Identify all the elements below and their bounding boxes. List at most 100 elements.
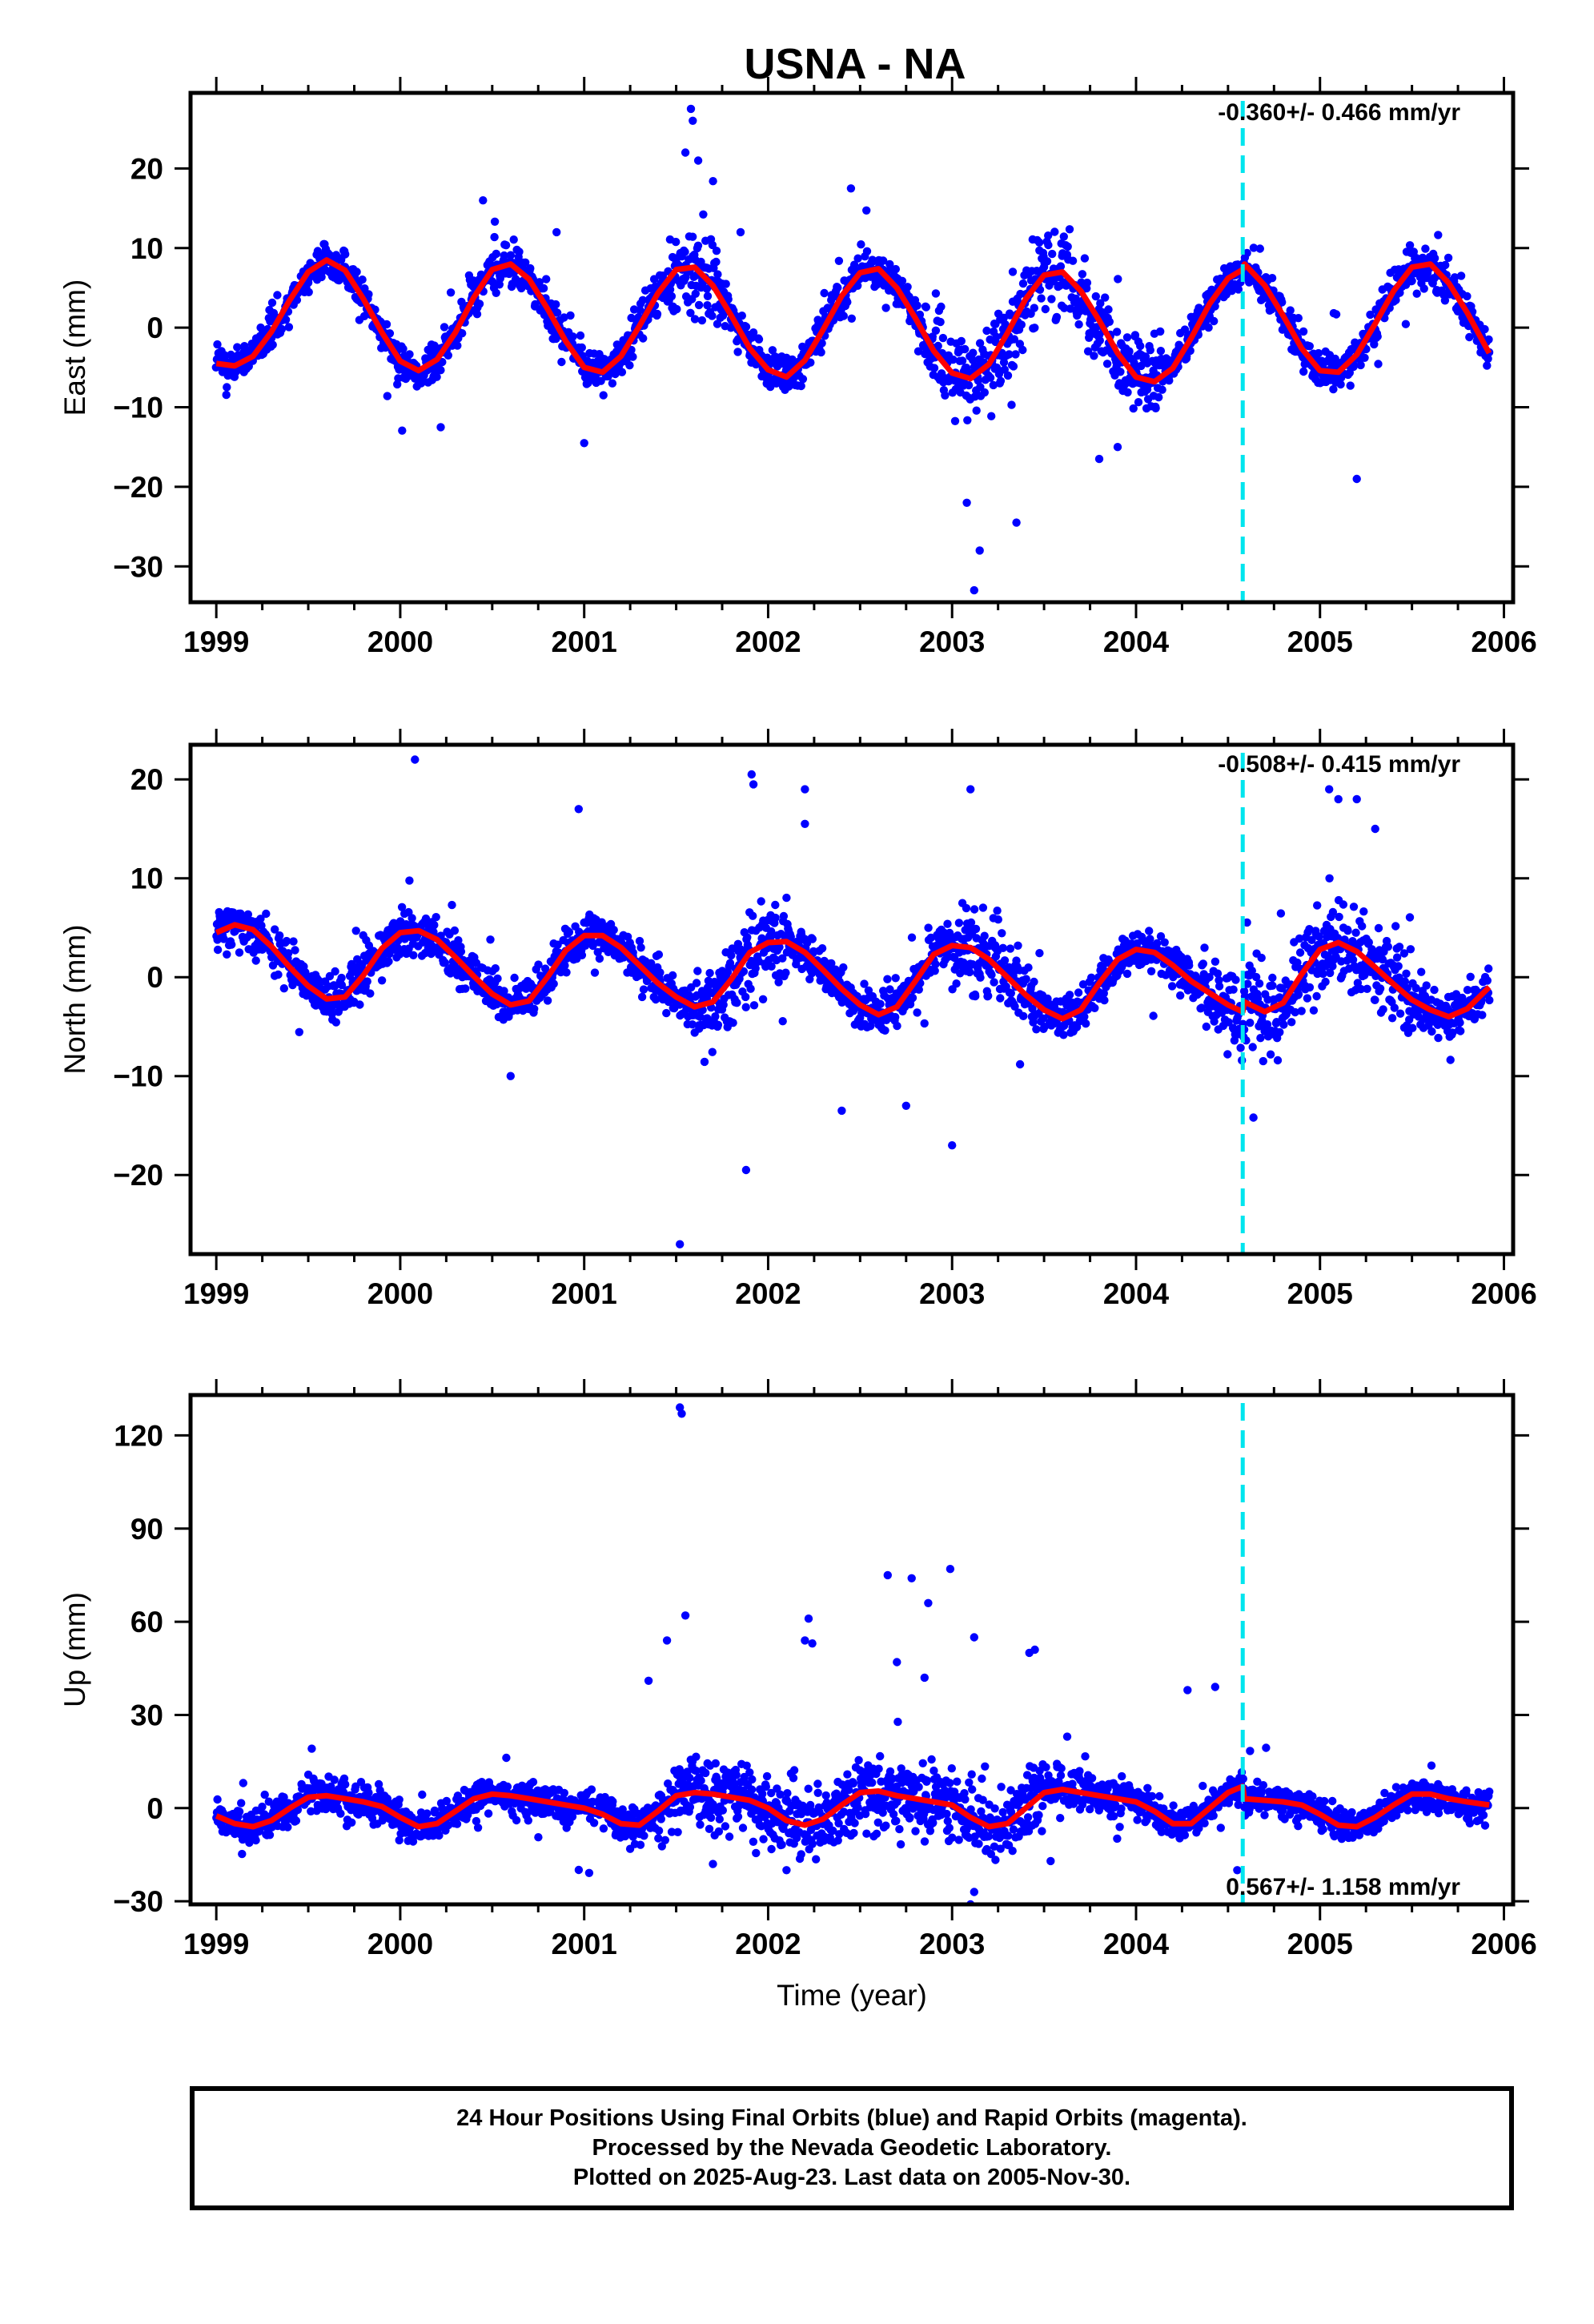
- velocity-rate-label: -0.508+/- 0.415 mm/yr: [1218, 751, 1460, 778]
- data-point: [405, 876, 414, 885]
- data-point: [931, 326, 941, 335]
- data-point: [751, 964, 760, 973]
- data-point: [1185, 961, 1194, 970]
- data-point-outlier: [580, 439, 588, 448]
- data-point: [961, 344, 970, 354]
- data-point-outlier: [801, 819, 809, 828]
- data-point: [711, 1012, 720, 1021]
- data-point: [1370, 340, 1379, 349]
- data-point: [688, 1020, 697, 1029]
- data-point: [636, 943, 645, 952]
- data-point: [729, 1019, 737, 1027]
- data-point: [1440, 296, 1450, 305]
- data-point: [1010, 335, 1019, 344]
- data-point: [719, 1000, 728, 1009]
- data-point: [289, 937, 298, 946]
- data-point-outlier: [962, 498, 971, 507]
- data-point: [475, 300, 484, 308]
- data-point: [315, 976, 323, 986]
- data-point: [690, 315, 700, 324]
- data-point: [1351, 928, 1360, 937]
- data-point: [1134, 398, 1143, 407]
- data-point: [1018, 279, 1028, 288]
- y-tick-label: −10: [113, 1060, 163, 1093]
- data-point: [1008, 267, 1018, 276]
- data-point: [639, 334, 648, 343]
- data-point: [1044, 231, 1053, 240]
- data-point: [1002, 982, 1010, 991]
- data-point: [509, 235, 518, 244]
- data-point: [1243, 248, 1251, 258]
- data-point: [774, 978, 783, 987]
- data-point: [506, 251, 516, 259]
- data-point: [971, 991, 980, 1001]
- data-point: [382, 320, 391, 329]
- data-point: [1090, 352, 1098, 360]
- data-point: [1446, 1055, 1455, 1064]
- data-point: [891, 974, 900, 983]
- data-point: [1364, 938, 1374, 947]
- data-point: [806, 358, 815, 367]
- data-point: [472, 310, 482, 319]
- data-point: [1278, 298, 1287, 307]
- data-point: [692, 979, 701, 987]
- data-point: [1257, 953, 1266, 963]
- data-point: [1243, 979, 1252, 988]
- data-point: [1044, 240, 1053, 250]
- data-point: [639, 985, 648, 994]
- data-point-outlier: [686, 104, 696, 114]
- data-point: [975, 339, 985, 348]
- data-point: [1326, 968, 1335, 978]
- data-point: [1328, 907, 1338, 917]
- data-point: [1236, 1043, 1245, 1052]
- data-point: [1123, 388, 1132, 397]
- data-point: [1024, 963, 1033, 972]
- data-point: [966, 918, 976, 927]
- data-point: [976, 973, 985, 982]
- data-point: [611, 369, 620, 379]
- data-point: [1455, 1018, 1464, 1027]
- data-point: [920, 1019, 929, 1028]
- data-point: [1129, 404, 1138, 413]
- data-point: [617, 368, 627, 376]
- data-point: [699, 210, 708, 219]
- data-point: [724, 295, 733, 304]
- data-point: [1402, 969, 1411, 979]
- data-point: [1349, 362, 1358, 372]
- data-point: [1309, 1006, 1319, 1015]
- data-point: [1130, 359, 1138, 368]
- data-point: [292, 296, 302, 304]
- x-tick-label: 2001: [552, 1277, 617, 1310]
- data-point-outlier: [736, 227, 745, 237]
- data-point: [393, 943, 402, 952]
- data-point: [530, 1004, 539, 1014]
- data-point-outlier: [1371, 824, 1379, 834]
- data-point: [941, 391, 950, 400]
- data-point: [486, 935, 495, 944]
- data-point: [1483, 361, 1492, 370]
- data-point: [271, 925, 279, 934]
- data-point: [223, 950, 231, 959]
- y-tick-label: 20: [130, 763, 163, 796]
- x-tick-label: 2005: [1287, 1277, 1353, 1310]
- data-point: [937, 302, 946, 312]
- data-point-outlier: [749, 780, 758, 789]
- data-point: [220, 351, 229, 360]
- data-point: [1246, 1019, 1255, 1027]
- data-point: [733, 348, 742, 356]
- data-point: [1066, 304, 1075, 313]
- data-point: [409, 951, 418, 960]
- data-point: [999, 358, 1009, 367]
- data-point: [987, 971, 996, 979]
- data-point: [1248, 1043, 1257, 1051]
- x-tick-label: 2006: [1471, 625, 1536, 658]
- data-point: [992, 332, 1001, 341]
- data-point: [492, 288, 500, 297]
- data-point: [1213, 969, 1223, 978]
- data-point: [833, 283, 842, 292]
- data-point: [943, 919, 952, 928]
- data-point: [924, 923, 933, 932]
- data-point: [998, 943, 1008, 953]
- data-point: [725, 959, 735, 967]
- data-point: [1268, 973, 1277, 983]
